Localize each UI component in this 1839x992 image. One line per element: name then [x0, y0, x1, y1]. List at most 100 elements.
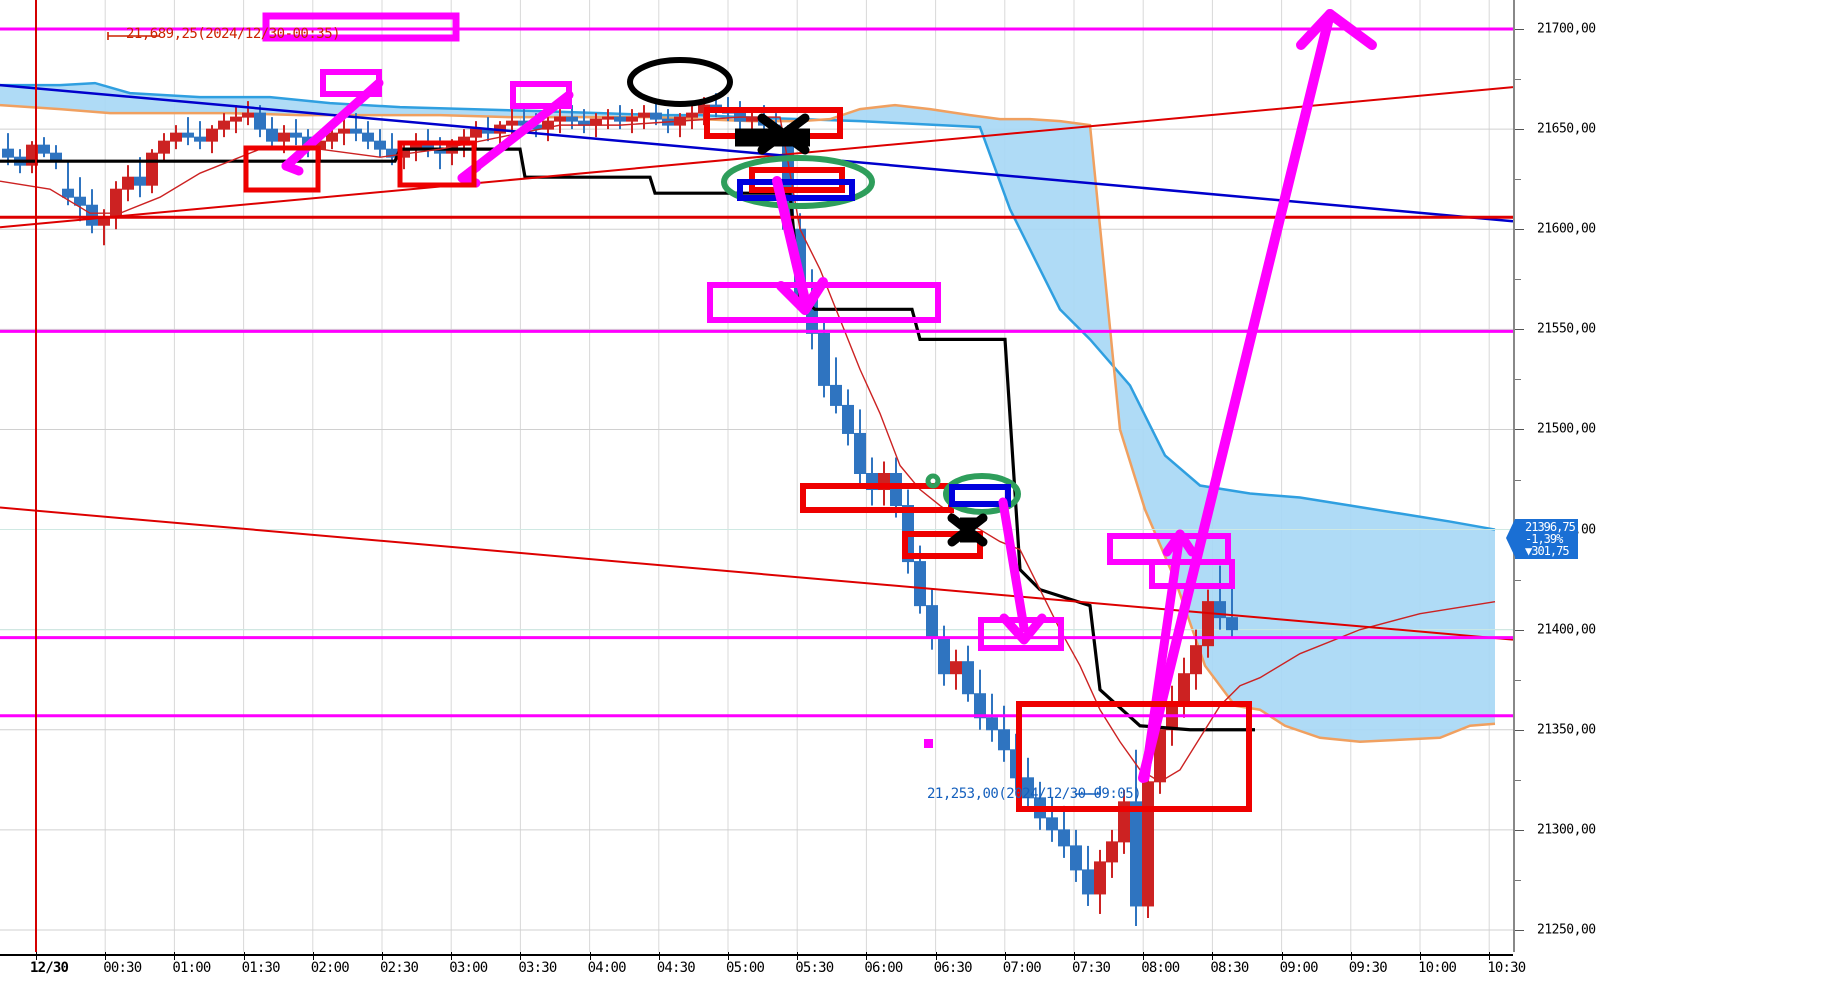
annotation-rect-blue-green-zone[interactable]: [737, 179, 855, 201]
candle-body: [266, 128, 278, 142]
price-axis[interactable]: 21700,00 21650,00 21600,00 21550,00 21500,00…: [1506, 0, 1839, 952]
time-axis-tick: [451, 952, 453, 960]
price-axis-label: 21300,00: [1537, 822, 1596, 838]
candle-body: [602, 116, 614, 120]
annotation-rect-red-bottom-big[interactable]: [1016, 701, 1252, 812]
annotation-rect-blue-mid[interactable]: [949, 484, 1011, 507]
candle-body: [134, 176, 146, 186]
time-axis-label: 07:30: [1072, 960, 1111, 976]
chart-plot-area[interactable]: 21,689,25(2024/12/30-00:35) 21,253,00(20…: [0, 0, 1513, 952]
candle-body: [914, 561, 926, 607]
annotation-x-bars-mid[interactable]: [960, 517, 978, 543]
annotation-dot-magenta[interactable]: [924, 739, 933, 748]
time-axis-tick: [1004, 952, 1006, 960]
candle-body: [182, 132, 194, 138]
annotation-ellipse-black-top[interactable]: [627, 57, 733, 107]
price-axis-minor-tick: [1515, 379, 1521, 381]
candle-body: [962, 661, 974, 695]
time-axis-label: 03:00: [449, 960, 488, 976]
candle-body: [1082, 869, 1094, 895]
annotation-arrowhead-up-small[interactable]: [1162, 529, 1197, 557]
annotation-ellipse-green-top[interactable]: [721, 155, 875, 209]
trendline-red-upper: [0, 86, 1513, 229]
annotation-rect-red-left-b[interactable]: [397, 140, 477, 188]
candle-body: [74, 196, 86, 206]
time-axis[interactable]: 12/30 00:30 01:00 01:30 02:00 02:30 03:00 03:30…: [0, 952, 1839, 992]
price-axis-label: 21700,00: [1537, 21, 1596, 37]
time-axis-tick: [1350, 952, 1352, 960]
candle-body: [626, 116, 638, 122]
price-axis-label: 21600,00: [1537, 221, 1596, 237]
annotation-arrowhead-a[interactable]: [281, 149, 305, 176]
annotation-arrowhead-down-big[interactable]: [776, 277, 828, 315]
annotation-rect-magenta-top[interactable]: [262, 12, 460, 42]
price-axis-minor-tick: [1515, 279, 1521, 281]
time-axis-tick: [312, 952, 314, 960]
current-price-tag: 21396,75 -1,39% ▼301,75: [1506, 519, 1578, 559]
high-price-label: 21,689,25(2024/12/30-00:35): [126, 26, 341, 42]
price-axis-tick: [1515, 729, 1524, 731]
candle-body: [566, 116, 578, 122]
time-axis-label: 04:30: [656, 960, 696, 976]
annotation-arrowhead-up-big[interactable]: [1296, 9, 1377, 50]
annotation-x-mark-top[interactable]: [757, 113, 810, 155]
annotation-rect-magenta-21550[interactable]: [707, 282, 941, 323]
candle-body: [1106, 841, 1118, 863]
candle-body: [326, 132, 338, 142]
annotation-rect-magenta-br-b[interactable]: [1149, 559, 1235, 589]
candle-body: [38, 144, 50, 154]
time-axis-tick: [728, 952, 729, 960]
price-axis-tick: [1515, 29, 1524, 31]
candle-body: [854, 432, 866, 474]
annotation-arrow-magenta-up-big[interactable]: [1138, 9, 1335, 783]
price-axis-label: 21350,00: [1537, 722, 1596, 738]
candle-body: [1022, 777, 1034, 799]
annotation-rect-red-left-a[interactable]: [243, 145, 321, 193]
price-axis-minor-tick: [1515, 879, 1521, 881]
candle-body: [194, 136, 206, 142]
time-axis-label: 08:00: [1141, 960, 1180, 976]
candle-body: [254, 112, 266, 130]
annotation-arrow-magenta-up-small[interactable]: [1140, 529, 1185, 783]
current-price-value: 21396,75: [1525, 520, 1576, 534]
candle-body: [542, 120, 554, 130]
annotation-arrow-magenta-down-big[interactable]: [772, 176, 810, 305]
annotation-arrowhead-down-mid[interactable]: [999, 613, 1047, 645]
time-axis-tick: [1281, 952, 1283, 960]
senkou-span-b-line: [0, 103, 1496, 744]
time-axis-tick: [243, 952, 245, 960]
candle-body: [686, 112, 698, 118]
candle-body: [950, 661, 962, 675]
candle-body: [86, 204, 98, 226]
candle-body: [506, 120, 518, 126]
candle-body: [818, 332, 830, 386]
annotation-rect-magenta-21357[interactable]: [978, 617, 1064, 651]
candle-body: [278, 132, 290, 142]
candle-body: [206, 128, 218, 142]
time-axis-tick: [1143, 952, 1145, 960]
senkou-span-a-line: [0, 81, 1496, 531]
candle-body: [362, 132, 374, 142]
annotation-rect-red-mid[interactable]: [800, 483, 954, 513]
annotation-arrow-magenta-down-mid[interactable]: [998, 497, 1029, 633]
time-axis-tick: [658, 952, 660, 960]
time-axis-tick: [174, 952, 176, 960]
candle-body: [974, 693, 986, 719]
candle-body: [986, 717, 998, 731]
annotation-overlay[interactable]: [0, 0, 1513, 952]
candle-body: [242, 112, 254, 118]
candle-body: [2, 148, 14, 158]
candle-body: [1142, 781, 1154, 907]
price-axis-minor-tick: [1515, 779, 1521, 781]
price-axis-tick: [1515, 829, 1524, 831]
time-axis-tick: [589, 952, 591, 960]
candle-body: [122, 176, 134, 190]
price-axis-tick: [1515, 429, 1524, 431]
candle-body: [158, 140, 170, 154]
candle-body: [1118, 801, 1130, 843]
time-axis-label: 01:00: [172, 960, 211, 976]
price-axis-tick: [1515, 629, 1524, 631]
candle-body: [230, 116, 242, 122]
annotation-ellipse-green-mid[interactable]: [943, 473, 1021, 515]
annotation-dot-green[interactable]: [925, 473, 941, 489]
